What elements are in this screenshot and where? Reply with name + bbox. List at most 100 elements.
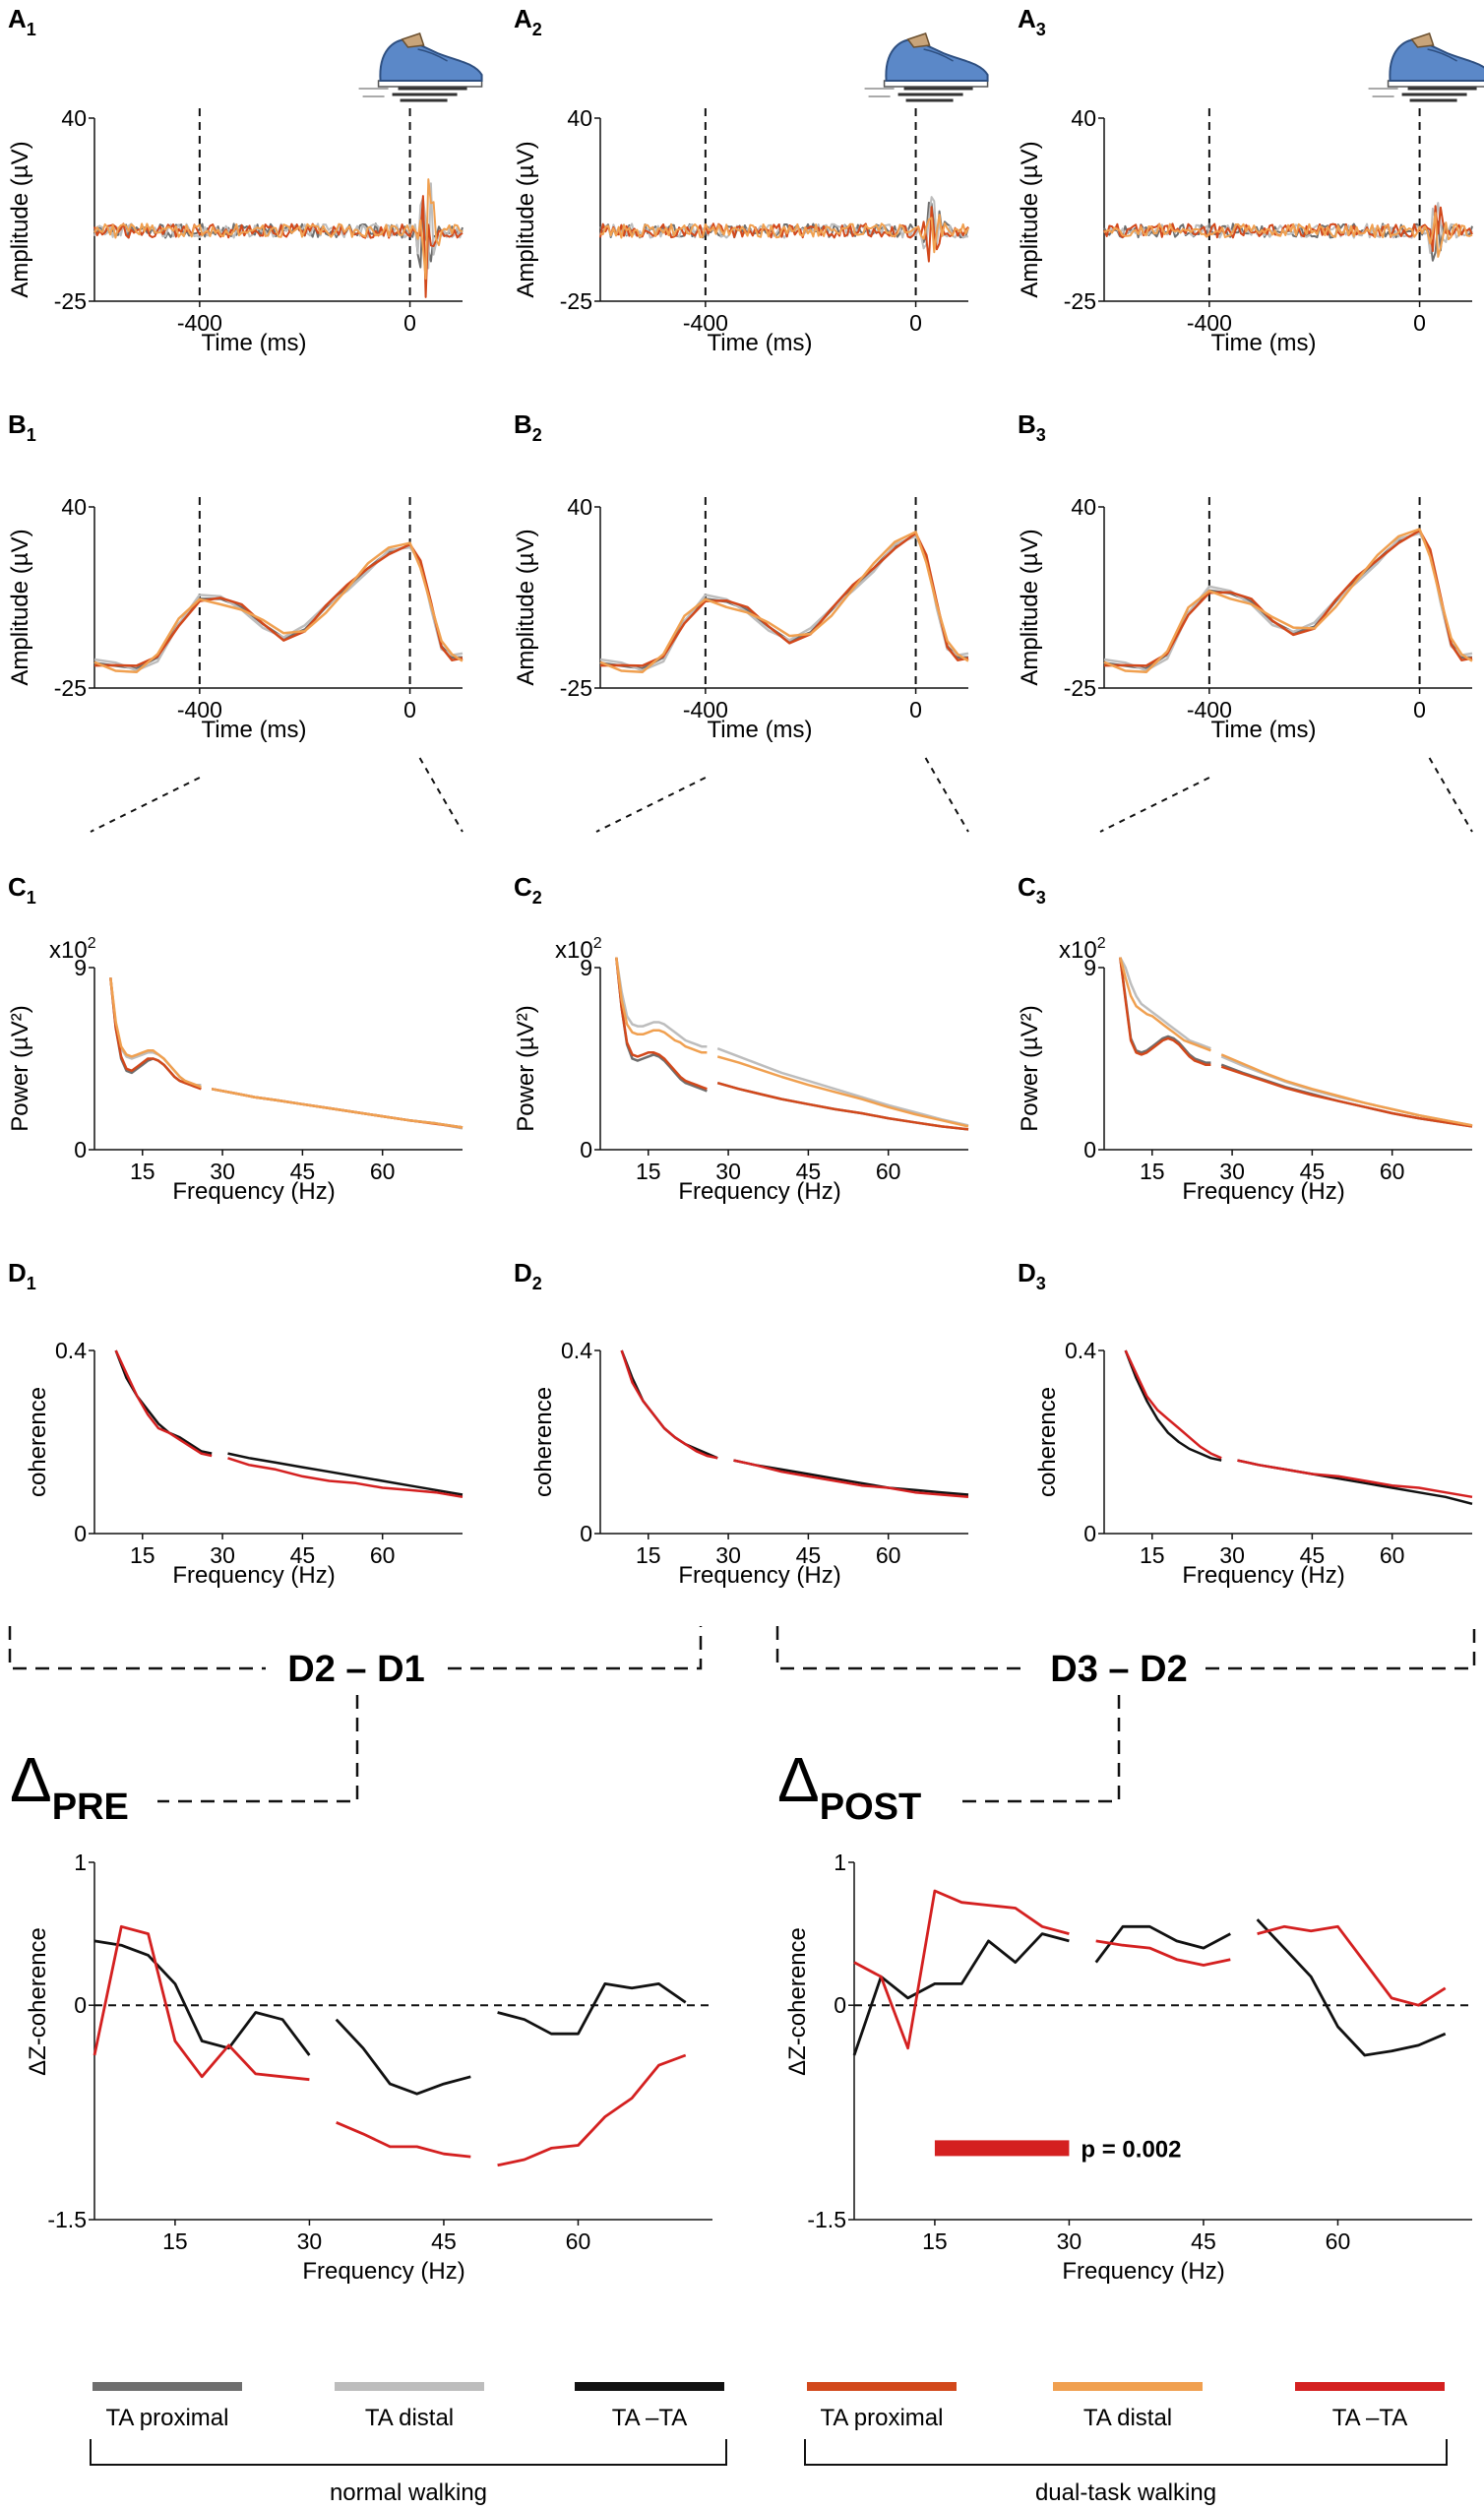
- y-tick-label: 9: [74, 955, 87, 980]
- x-axis-label: Time (ms): [201, 330, 306, 356]
- y-tick-label: 9: [1083, 955, 1096, 980]
- y-tick-label: -25: [1064, 675, 1096, 701]
- panel-label-sub: 2: [532, 20, 542, 39]
- legend-group-bracket: [804, 2439, 1448, 2466]
- scale-main: x10: [1059, 937, 1097, 964]
- envelope-trace: [599, 532, 969, 667]
- panel-B2: B2 40 -25 -400 0 Time (ms) Amplitude (µV): [513, 409, 969, 833]
- panel-label: B1: [8, 409, 36, 445]
- spectrum-low-band: [109, 977, 202, 1087]
- delta-trace: [336, 2121, 471, 2159]
- coherence-low-band: [114, 1349, 213, 1455]
- y-axis-label: coherence: [25, 1387, 51, 1497]
- y-tick-label: 0: [580, 1137, 592, 1162]
- y-tick-label: 0.4: [55, 1338, 87, 1363]
- scale-exp: 2: [1097, 935, 1106, 952]
- legend-item-label: TA distal: [1083, 2405, 1172, 2431]
- legend-item-label: TA –TA: [1332, 2405, 1407, 2431]
- scale-main: x10: [49, 937, 88, 964]
- x-tick-label: -400: [1187, 697, 1232, 722]
- panel-label-sub: 2: [532, 1274, 542, 1293]
- panel-B3: B3 40 -25 -400 0 Time (ms) Amplitude (µV): [1017, 409, 1473, 833]
- x-tick-label: 30: [1219, 1159, 1245, 1184]
- y-tick-label: 0: [834, 1992, 846, 2018]
- delta-trace: [1256, 1918, 1447, 2057]
- y-axis-label: Power (µV²): [513, 1005, 539, 1132]
- coherence-low-band: [114, 1349, 213, 1458]
- panel-label-main: B: [1018, 409, 1036, 439]
- delta-trace: [852, 1932, 1070, 2056]
- legend-group-label: normal walking: [330, 2479, 487, 2506]
- coherence-high-band: [227, 1457, 464, 1499]
- x-tick-label: 30: [297, 2228, 323, 2254]
- panel-label: D1: [8, 1258, 36, 1293]
- zoom-connector: [1428, 757, 1473, 833]
- x-tick-label: 0: [1413, 310, 1426, 336]
- x-tick-label: 30: [210, 1542, 235, 1568]
- panel-A3: A3 40 -25 -400 0 Time (ms) Amplitude (µV): [1017, 4, 1484, 356]
- legend-swatch: [575, 2382, 724, 2391]
- scale-exp: 2: [88, 935, 96, 952]
- panel-label-main: A: [514, 4, 532, 33]
- panel-label-main: A: [1018, 4, 1036, 33]
- spectrum-high-band: [716, 1055, 969, 1128]
- y-axis-label: Amplitude (µV): [7, 529, 33, 685]
- x-tick-label: 45: [1300, 1542, 1326, 1568]
- y-tick-label: 0: [1083, 1137, 1096, 1162]
- delta-symbol: Δ: [777, 1744, 820, 1815]
- emg-trace: [1103, 212, 1473, 258]
- panel-label-sub: 1: [27, 425, 36, 445]
- spectrum-high-band: [716, 1081, 969, 1131]
- panel-label-main: B: [514, 409, 532, 439]
- delta-trace: [497, 2053, 687, 2167]
- scale-factor: x102: [49, 935, 96, 964]
- x-tick-label: 60: [370, 1542, 396, 1568]
- envelope-trace: [599, 533, 968, 670]
- y-axis-label: ΔZ-coherence: [784, 1927, 811, 2076]
- spectrum-low-band: [615, 957, 708, 1048]
- panel-label-main: A: [8, 4, 27, 33]
- post-diff-label: D3 – D2: [1050, 1649, 1187, 1690]
- x-tick-label: 0: [403, 697, 416, 722]
- envelope-trace: [93, 541, 464, 674]
- x-tick-label: 30: [715, 1159, 741, 1184]
- bracket-post-left: [775, 1626, 1028, 1670]
- panel-label-sub: 1: [27, 1274, 36, 1293]
- spectrum-low-band: [615, 957, 708, 1091]
- x-tick-label: 45: [1191, 2228, 1216, 2254]
- panel-delta-pre: 1 0 -1.5 15 30 45 60 Frequency (Hz) ΔZ-coherence: [25, 1850, 712, 2285]
- x-axis-label: Frequency (Hz): [1182, 1178, 1344, 1205]
- x-tick-label: 45: [796, 1159, 822, 1184]
- x-tick-label: -400: [177, 697, 222, 722]
- panel-label: C3: [1018, 872, 1046, 908]
- x-tick-label: 45: [796, 1542, 822, 1568]
- panel-label-sub: 2: [532, 888, 542, 908]
- y-tick-label: 40: [567, 494, 592, 520]
- legend-swatch: [1295, 2382, 1445, 2391]
- coherence-high-band: [227, 1452, 464, 1496]
- envelope-trace: [599, 534, 969, 672]
- y-axis-label: ΔZ-coherence: [25, 1927, 51, 2076]
- panel-label-main: D: [1018, 1258, 1036, 1287]
- emg-trace: [93, 178, 464, 281]
- panel-label: A3: [1018, 4, 1046, 39]
- envelope-trace: [599, 531, 969, 674]
- y-tick-label: -25: [1064, 288, 1096, 314]
- coherence-low-band: [620, 1349, 718, 1460]
- shoe-icon: [357, 31, 484, 102]
- spectrum-low-band: [1119, 957, 1211, 1050]
- x-tick-label: 60: [370, 1159, 396, 1184]
- y-tick-label: 0: [1083, 1521, 1096, 1546]
- x-tick-label: 15: [636, 1159, 661, 1184]
- x-tick-label: -400: [683, 310, 728, 336]
- envelope-trace: [93, 544, 463, 670]
- coherence-high-band: [733, 1459, 969, 1496]
- y-tick-label: 0: [74, 1992, 87, 2018]
- delta-symbol: Δ: [10, 1744, 52, 1815]
- panel-D2: D2 0.4 0 15 30 45 60 Frequency (Hz) coherence: [514, 1258, 969, 1589]
- y-tick-label: 9: [580, 955, 592, 980]
- y-tick-label: 0: [74, 1521, 87, 1546]
- panel-delta-post: 1 0 -1.5 15 30 45 60 Frequency (Hz) ΔZ-coherence…: [784, 1850, 1472, 2285]
- y-tick-label: 40: [61, 105, 87, 131]
